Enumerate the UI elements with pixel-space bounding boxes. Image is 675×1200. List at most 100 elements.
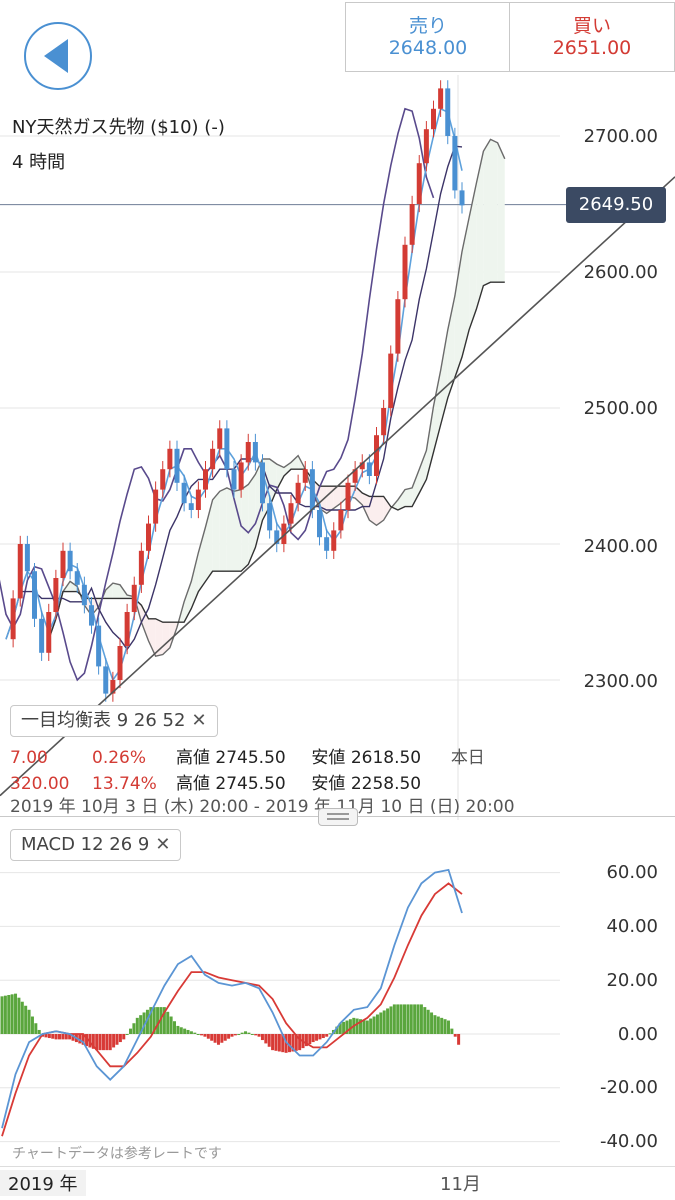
change-value: 7.00 (10, 748, 48, 768)
kumo-segment (462, 217, 470, 357)
close-icon[interactable]: ✕ (191, 710, 207, 731)
candle-body (388, 353, 394, 408)
candle-body (195, 489, 201, 510)
macd-histogram-bar (71, 1034, 75, 1041)
macd-histogram-bar (145, 1009, 149, 1034)
macd-histogram-bar (61, 1034, 65, 1040)
kumo-segment (426, 406, 434, 480)
buy-button[interactable]: 買い 2651.00 (509, 2, 675, 72)
back-button[interactable] (24, 22, 92, 90)
macd-histogram-bar (125, 1034, 129, 1035)
kumo-segment (355, 486, 363, 505)
macd-histogram-bar (315, 1034, 319, 1041)
candle-body (317, 510, 322, 538)
macd-histogram-bar (159, 1007, 163, 1034)
kijun-line (5, 145, 463, 651)
macd-histogram-bar (30, 1016, 34, 1034)
macd-histogram-bar (189, 1031, 193, 1034)
macd-histogram-bar (413, 1004, 417, 1034)
candle-body (217, 428, 223, 449)
kumo-segment (369, 496, 377, 526)
candle-body (74, 571, 80, 585)
kumo-segment (269, 459, 277, 507)
macd-histogram-bar (223, 1034, 227, 1041)
macd-histogram-bar (105, 1034, 109, 1051)
kumo-segment (112, 583, 120, 599)
low-label: 安値 (311, 748, 346, 768)
date-range: 2019 年 10月 3 日 (木) 20:00 - 2019 年 11月 10… (10, 797, 515, 817)
macd-histogram-bar (98, 1034, 102, 1051)
kumo-segment (162, 622, 170, 655)
kumo-segment (497, 142, 505, 283)
macd-histogram-bar (288, 1034, 291, 1053)
candle-body (352, 469, 358, 483)
kumo-segment (476, 151, 484, 310)
macd-histogram-bar (54, 1034, 58, 1040)
candle-body (409, 204, 415, 245)
senkou-span-a-line (48, 138, 506, 658)
macd-histogram-bar (139, 1015, 143, 1034)
kumo-segment (483, 139, 491, 286)
close-icon[interactable]: ✕ (155, 834, 171, 855)
tenkan-line (5, 107, 463, 682)
candle-body (274, 530, 280, 544)
macd-histogram-bar (281, 1034, 285, 1053)
candle-body (117, 646, 123, 680)
candle-body (281, 523, 287, 544)
candle-body (288, 503, 294, 524)
candle-body (438, 88, 444, 109)
macd-histogram-bar (372, 1016, 376, 1034)
macd-histogram-bar (271, 1034, 275, 1051)
sell-button[interactable]: 売り 2648.00 (345, 2, 511, 72)
kumo-segment (469, 183, 477, 330)
low-value: 2618.50 (350, 748, 422, 768)
candle-body (267, 503, 273, 531)
macd-histogram-bar (250, 1034, 254, 1035)
macd-histogram-bar (173, 1021, 176, 1034)
change-value-2: 320.00 (10, 774, 70, 794)
macd-histogram-bar (406, 1004, 410, 1034)
candle-body (374, 435, 379, 476)
macd-histogram-bar (244, 1031, 248, 1034)
candle-body (381, 408, 387, 436)
pane-resize-handle[interactable] (318, 808, 358, 826)
candle-body (416, 163, 422, 204)
macd-histogram-bar (142, 1012, 146, 1034)
timeframe-label: 4 時間 (12, 152, 66, 173)
change-pct-2: 13.74% (92, 774, 157, 794)
candle-body (160, 469, 166, 490)
macd-histogram-bar (129, 1028, 133, 1034)
candle-body (459, 190, 465, 206)
macd-histogram-bar (308, 1034, 312, 1045)
macd-histogram-bar (95, 1034, 99, 1051)
macd-histogram-bar (3, 995, 7, 1034)
macd-histogram-bar (409, 1004, 413, 1034)
candle-body (53, 578, 59, 612)
sell-price: 2648.00 (388, 37, 468, 59)
candle-body (445, 88, 451, 136)
macd-histogram-bar (216, 1034, 220, 1045)
macd-histogram-bar (311, 1034, 315, 1043)
kumo-segment (105, 583, 113, 599)
macd-histogram-bar (47, 1034, 51, 1039)
macd-histogram-bar (230, 1034, 234, 1037)
macd-histogram-bar (10, 994, 14, 1034)
trendline (0, 176, 675, 797)
stats-row-1: 7.00 0.26% 高値 2745.50 安値 2618.50 本日 (10, 743, 485, 768)
macd-histogram-bar (135, 1017, 139, 1034)
macd-histogram-bar (122, 1034, 126, 1040)
candle-body (103, 666, 109, 694)
candle-body (39, 618, 45, 653)
macd-histogram-bar (254, 1034, 258, 1036)
macd-histogram-bar (362, 1019, 366, 1034)
macd-chart[interactable] (0, 850, 675, 1160)
macd-chip[interactable]: MACD 12 26 9 ✕ (10, 829, 182, 861)
macd-histogram-bar (0, 996, 4, 1034)
macd-histogram-bar (369, 1018, 373, 1034)
price-chart[interactable] (0, 0, 675, 820)
macd-histogram-bar (389, 1006, 393, 1034)
candle-body (331, 530, 337, 551)
ichimoku-chip[interactable]: 一目均衡表 9 26 52 ✕ (10, 705, 218, 737)
candle-body (260, 462, 265, 504)
macd-histogram-bar (156, 1007, 160, 1034)
